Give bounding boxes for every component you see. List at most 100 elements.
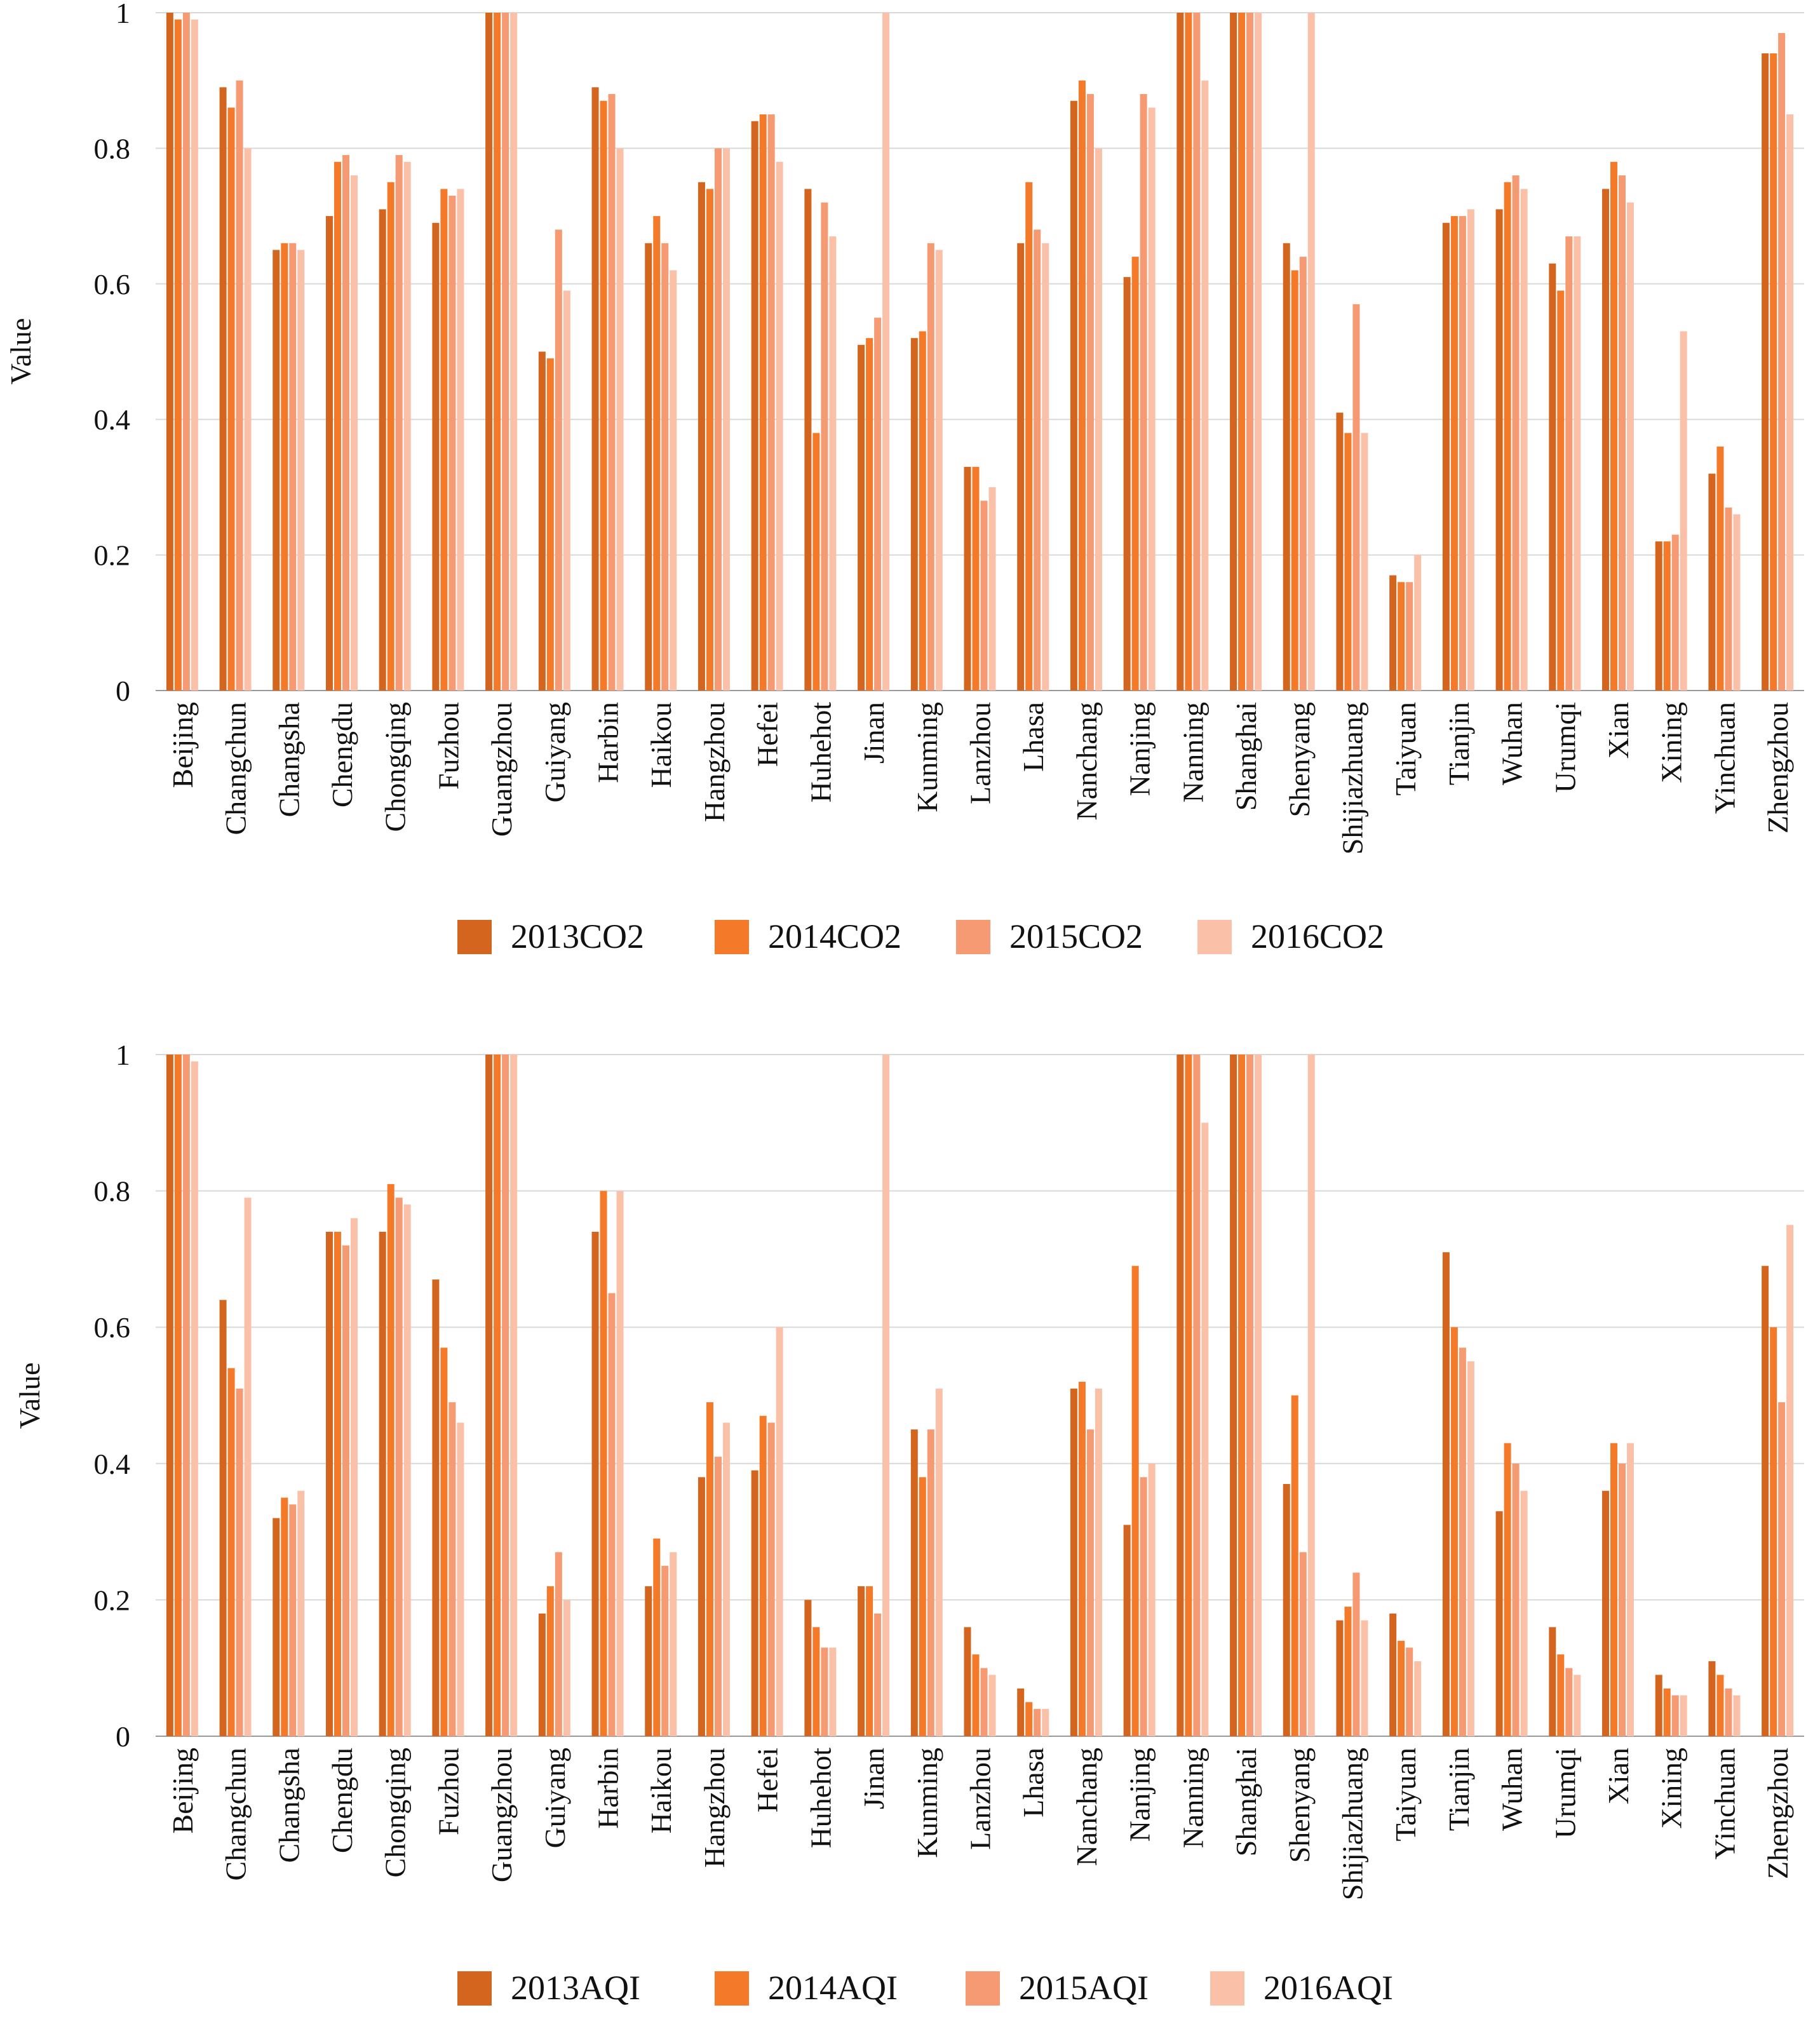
x-tick-label-haikou: Haikou [645, 702, 677, 788]
bar-2014aqi-nanchang [1078, 1382, 1086, 1736]
y-tick-label: 0.6 [94, 1311, 131, 1344]
bar-2015aqi-fuzhou [448, 1402, 456, 1736]
bar-2013co2-jinan [858, 344, 865, 691]
bar-2014co2-huhehot [812, 433, 820, 691]
bar-2013aqi-lhasa [1017, 1688, 1025, 1736]
bar-2014aqi-tianjin [1450, 1327, 1458, 1736]
x-tick-label-nanjing: Nanjing [1124, 1748, 1156, 1842]
x-tick-label-harbin: Harbin [592, 702, 624, 783]
bar-2013co2-lanzhou [964, 466, 971, 691]
co2-bar-chart: 0 0.2 0.4 0.6 0.8 1 Value Beijing Changchun Chang… [4, 0, 1804, 955]
bar-2015co2-zhengzhou [1778, 33, 1786, 691]
x-tick-label-guiyang: Guiyang [539, 702, 571, 802]
bar-2013co2-zhengzhou [1762, 53, 1769, 691]
bar-2013co2-changchun [219, 87, 227, 691]
x-tick-label-yinchuan: Yinchuan [1708, 702, 1741, 814]
bar-2016aqi-changchun [244, 1197, 252, 1736]
bar-2014co2-taiyuan [1398, 582, 1405, 691]
bar-2015co2-shenyang [1299, 257, 1307, 691]
bar-2015co2-yinchuan [1725, 507, 1732, 691]
bar-2014aqi-shanghai [1238, 1055, 1246, 1736]
bar-2014co2-xining [1663, 541, 1671, 691]
bar-2014co2-lanzhou [972, 466, 980, 691]
bar-2015aqi-chongqing [395, 1197, 403, 1736]
bar-2015aqi-taiyuan [1406, 1647, 1413, 1736]
bar-2013aqi-harbin [591, 1231, 599, 1736]
y-tick-label: 0.8 [94, 1175, 131, 1208]
bar-2016aqi-changsha [297, 1490, 305, 1736]
bar-2013aqi-urumqi [1549, 1627, 1556, 1736]
bar-2014co2-haikou [653, 216, 661, 691]
bar-2013co2-taiyuan [1389, 575, 1397, 691]
legend-label-2013aqi: 2013AQI [511, 1969, 640, 2007]
bar-2014co2-shenyang [1291, 270, 1298, 691]
bar-2016aqi-shijiazhuang [1361, 1620, 1368, 1736]
bar-2013co2-kunming [910, 338, 918, 691]
bar-2015co2-huhehot [821, 202, 828, 691]
bar-2016aqi-nanjing [1148, 1463, 1156, 1736]
bar-2013aqi-xian [1602, 1490, 1610, 1736]
bar-2013aqi-shanghai [1230, 1055, 1237, 1736]
bar-2015co2-chengdu [342, 155, 349, 691]
bar-2015aqi-shijiazhuang [1352, 1572, 1360, 1736]
x-tick-label-lhasa: Lhasa [1017, 1748, 1049, 1818]
bar-2015aqi-hefei [767, 1422, 775, 1736]
bar-2015co2-hefei [767, 114, 775, 691]
bar-2015aqi-wuhan [1512, 1463, 1520, 1736]
bar-2013co2-guangzhou [485, 13, 493, 691]
bar-2014aqi-zhengzhou [1770, 1327, 1777, 1736]
bar-2015co2-guiyang [555, 229, 562, 691]
bar-2014aqi-chongqing [387, 1184, 394, 1736]
bar-2016aqi-xining [1680, 1695, 1687, 1736]
bar-2016aqi-shanghai [1255, 1055, 1262, 1736]
bar-2016co2-shanghai [1255, 13, 1262, 691]
bar-2013co2-harbin [591, 87, 599, 691]
x-tick-label-yinchuan: Yinchuan [1708, 1748, 1741, 1859]
bar-2014co2-nanning [1185, 13, 1192, 691]
legend-label-2016co2: 2016CO2 [1251, 917, 1384, 955]
bar-2013aqi-changchun [219, 1300, 227, 1736]
y-axis-label: Value [4, 318, 37, 385]
x-tick-label-nanning: Nanning [1176, 702, 1209, 802]
bar-2013aqi-chengdu [325, 1231, 333, 1736]
bar-2013co2-chongqing [379, 209, 386, 691]
x-tick-label-changsha: Changsha [273, 702, 305, 817]
x-tick-label-zhengzhou: Zhengzhou [1762, 702, 1794, 833]
bar-2015aqi-guiyang [555, 1552, 562, 1736]
bar-2015aqi-nanjing [1140, 1477, 1147, 1736]
bar-2015aqi-yinchuan [1725, 1688, 1732, 1736]
bar-2014co2-zhengzhou [1770, 53, 1777, 691]
bar-2015co2-chongqing [395, 155, 403, 691]
bar-2014co2-changsha [281, 243, 288, 691]
x-tick-label-tianjin: Tianjin [1443, 1748, 1475, 1831]
bar-2016co2-changsha [297, 250, 305, 691]
bar-2015co2-lhasa [1034, 229, 1041, 691]
bar-2016co2-kunming [935, 250, 943, 691]
bar-2016aqi-nanning [1201, 1123, 1209, 1736]
x-tick-label-nanning: Nanning [1176, 1748, 1209, 1848]
bar-2013co2-huhehot [804, 189, 812, 691]
bar-2014aqi-nanning [1185, 1055, 1192, 1736]
bar-2015co2-xining [1671, 534, 1679, 691]
bar-2016co2-fuzhou [457, 189, 464, 691]
bar-2013co2-tianjin [1442, 222, 1450, 691]
bar-2015aqi-tianjin [1459, 1347, 1466, 1736]
bar-2016aqi-guiyang [563, 1600, 570, 1736]
bar-2013co2-yinchuan [1708, 473, 1716, 691]
bar-2013co2-haikou [645, 243, 652, 691]
bar-2016co2-xian [1627, 202, 1635, 691]
x-tick-label-nanchang: Nanchang [1070, 1748, 1103, 1866]
bar-2016co2-wuhan [1520, 189, 1528, 691]
y-axis-label: Value [13, 1363, 46, 1429]
bar-2013co2-shijiazhuang [1336, 412, 1344, 691]
bar-2015co2-changsha [289, 243, 297, 691]
bar-2015co2-changchun [236, 80, 243, 691]
bar-2015aqi-urumqi [1565, 1668, 1573, 1736]
x-tick-label-guiyang: Guiyang [539, 1748, 571, 1848]
y-tick-label: 1 [116, 1039, 130, 1071]
x-tick-label-harbin: Harbin [592, 1748, 624, 1829]
bar-2013co2-changsha [273, 250, 280, 691]
x-tick-label-xining: Xining [1655, 1748, 1688, 1829]
bar-2014co2-yinchuan [1716, 446, 1724, 691]
bar-2014aqi-taiyuan [1398, 1640, 1405, 1736]
